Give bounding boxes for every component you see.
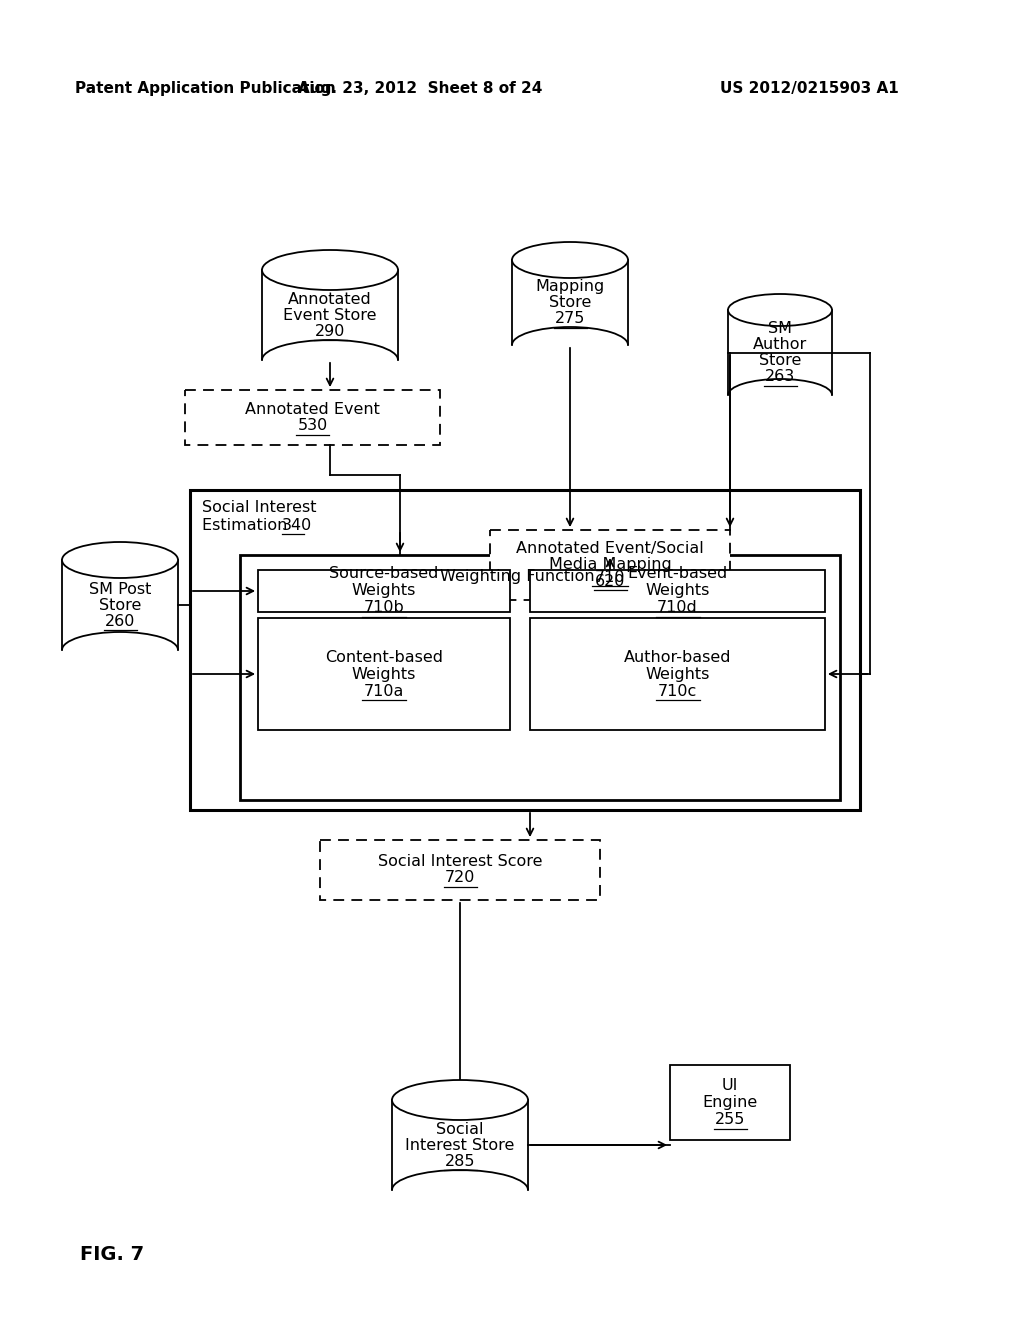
Text: Author-based: Author-based	[624, 649, 731, 664]
Text: Annotated: Annotated	[288, 292, 372, 306]
Bar	[530, 570, 825, 612]
Bar	[190, 490, 860, 810]
Ellipse shape	[262, 249, 398, 290]
Text: Weights: Weights	[645, 667, 710, 681]
Text: Estimation: Estimation	[202, 519, 293, 533]
Text: Weights: Weights	[352, 667, 416, 681]
Text: 720: 720	[444, 870, 475, 886]
Ellipse shape	[512, 242, 628, 279]
Bar	[319, 840, 600, 900]
Bar	[185, 389, 440, 445]
Text: Mapping: Mapping	[536, 279, 604, 294]
Bar	[262, 271, 398, 360]
Text: 710: 710	[595, 569, 626, 585]
Bar	[670, 1065, 790, 1140]
Text: Store: Store	[98, 598, 141, 612]
Text: Weights: Weights	[645, 583, 710, 598]
Text: Weights: Weights	[352, 583, 416, 598]
Bar	[392, 1100, 528, 1191]
Text: UI: UI	[722, 1078, 738, 1093]
Text: Social Interest Score: Social Interest Score	[378, 854, 543, 870]
Bar	[240, 554, 840, 800]
Text: 255: 255	[715, 1111, 745, 1127]
Text: Annotated Event/Social: Annotated Event/Social	[516, 541, 703, 557]
Text: Media Mapping: Media Mapping	[549, 557, 672, 573]
Text: Annotated Event: Annotated Event	[245, 403, 380, 417]
Text: US 2012/0215903 A1: US 2012/0215903 A1	[720, 81, 899, 95]
Text: 710d: 710d	[657, 601, 698, 615]
Text: 275: 275	[555, 312, 585, 326]
Text: Content-based: Content-based	[325, 649, 443, 664]
Text: Source-based: Source-based	[330, 566, 438, 582]
Text: 620: 620	[595, 573, 626, 589]
Bar	[530, 618, 825, 730]
Text: 263: 263	[765, 370, 795, 384]
Text: SM Post: SM Post	[89, 582, 152, 597]
Ellipse shape	[62, 543, 178, 578]
Text: 285: 285	[444, 1154, 475, 1168]
Text: 710b: 710b	[364, 601, 404, 615]
Text: 710a: 710a	[364, 684, 404, 698]
Text: SM: SM	[768, 321, 792, 337]
Text: Store: Store	[549, 294, 591, 310]
Bar	[258, 618, 510, 730]
Bar	[512, 260, 628, 345]
Text: Aug. 23, 2012  Sheet 8 of 24: Aug. 23, 2012 Sheet 8 of 24	[298, 81, 542, 95]
Text: FIG. 7: FIG. 7	[80, 1246, 144, 1265]
Bar	[62, 560, 178, 649]
Text: 290: 290	[314, 323, 345, 338]
Text: 260: 260	[104, 614, 135, 628]
Text: Store: Store	[759, 352, 801, 368]
Text: Engine: Engine	[702, 1096, 758, 1110]
Text: Patent Application Publication: Patent Application Publication	[75, 81, 336, 95]
Text: Event-based: Event-based	[628, 566, 728, 582]
Ellipse shape	[728, 294, 831, 326]
Text: Weighting Function: Weighting Function	[440, 569, 600, 585]
Text: Social Interest: Social Interest	[202, 500, 316, 516]
Bar	[490, 531, 730, 601]
Bar	[728, 310, 831, 395]
Bar	[258, 570, 510, 612]
Text: Author: Author	[753, 337, 807, 352]
Text: 710c: 710c	[657, 684, 697, 698]
Text: Interest Store: Interest Store	[406, 1138, 515, 1152]
Text: Social: Social	[436, 1122, 483, 1137]
Text: Event Store: Event Store	[284, 308, 377, 322]
Text: 340: 340	[282, 519, 312, 533]
Text: 530: 530	[297, 418, 328, 433]
Ellipse shape	[392, 1080, 528, 1119]
